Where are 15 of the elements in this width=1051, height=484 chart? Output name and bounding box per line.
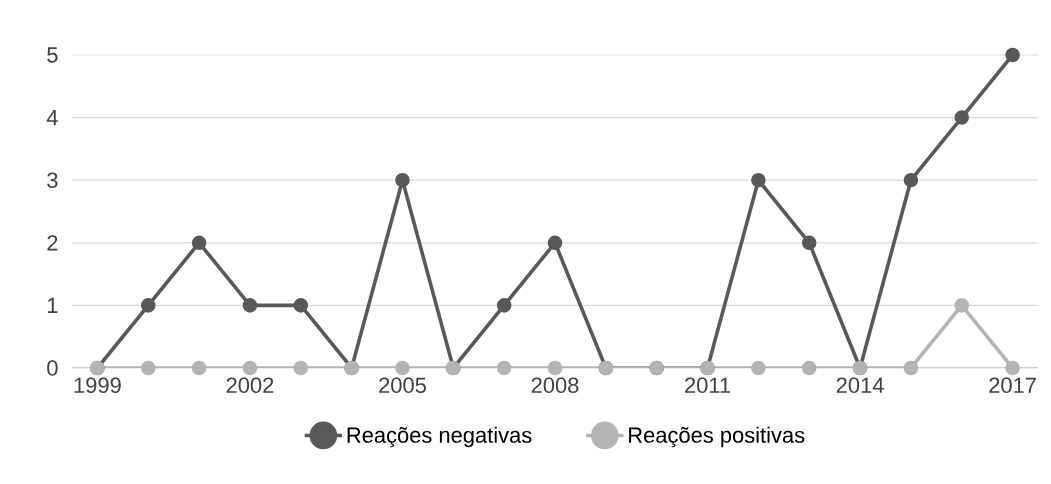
legend-label: Reações negativas	[347, 426, 532, 448]
x-tick-label: 2011	[685, 377, 731, 394]
x-tick-label: 1999	[74, 377, 121, 394]
y-tick-label: 2	[47, 235, 58, 251]
x-tick-label: 2005	[379, 377, 426, 394]
x-tick-label: 2002	[226, 377, 274, 394]
y-tick-label: 0	[47, 360, 58, 376]
x-tick-label: 2008	[531, 377, 579, 394]
legend-label: Reações positivas	[629, 426, 805, 448]
y-tick-label: 4	[46, 110, 58, 126]
y-tick-label: 3	[47, 172, 58, 188]
x-tick-label: 2017	[989, 377, 1036, 394]
y-tick-label: 5	[47, 47, 58, 63]
y-tick-label: 1	[47, 297, 58, 313]
x-tick-label: 2014	[836, 377, 884, 394]
